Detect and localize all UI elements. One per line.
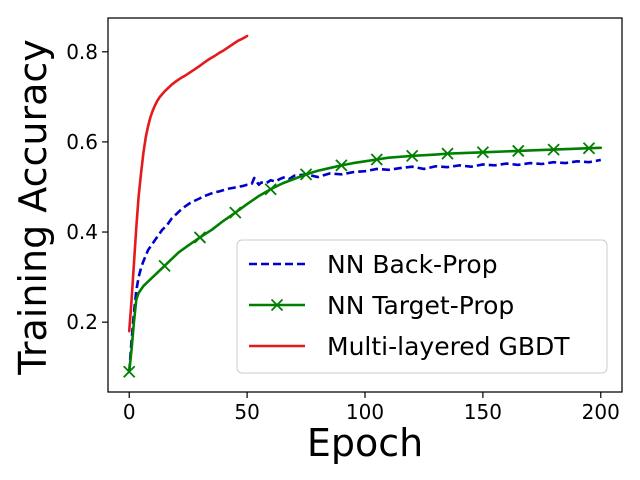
legend-label: NN Back-Prop	[327, 250, 498, 279]
series-layer	[123, 34, 603, 378]
x-tick-label: 150	[464, 400, 502, 424]
series-marker-1	[406, 149, 419, 163]
series-marker-1	[335, 159, 348, 172]
legend-box	[236, 239, 608, 374]
series-marker-1	[158, 259, 171, 272]
series-marker-1	[512, 144, 525, 158]
legend-marker	[270, 298, 284, 312]
series-marker-1	[299, 168, 313, 181]
series-line-2	[127, 34, 249, 333]
plot-area	[123, 34, 603, 378]
y-tick-label: 0.6	[66, 130, 98, 154]
legend-label: Multi-layered GBDT	[327, 332, 570, 361]
legend: NN Back-Prop NN Target-Prop Multi-layered …	[236, 239, 608, 374]
x-tick-label: 200	[582, 400, 620, 424]
y-tick-label: 0.4	[66, 220, 98, 244]
series-marker-1	[370, 153, 383, 166]
series-marker-1	[441, 147, 454, 160]
series-marker-1	[264, 183, 277, 196]
series-marker-1	[123, 365, 136, 378]
series-marker-1	[193, 231, 207, 244]
x-tick-label: 0	[123, 400, 136, 424]
series-marker-1	[547, 143, 560, 156]
y-tick-label: 0.8	[66, 40, 98, 64]
x-tick-label: 50	[234, 400, 259, 424]
ticks-layer: 0 50 100 150 200 0.2 0.4 0.6 0.8	[66, 40, 620, 424]
legend-label: NN Target-Prop	[327, 291, 514, 320]
x-tick-label: 100	[346, 400, 384, 424]
series-marker-1	[229, 206, 242, 219]
series-line-0	[127, 158, 602, 372]
series-marker-1	[582, 142, 596, 155]
series-marker-1	[476, 146, 490, 159]
x-axis-title: Epoch	[307, 421, 423, 465]
series-line-1	[127, 146, 603, 374]
y-axis-title: Training Accuracy	[11, 39, 55, 376]
y-tick-label: 0.2	[66, 310, 98, 334]
